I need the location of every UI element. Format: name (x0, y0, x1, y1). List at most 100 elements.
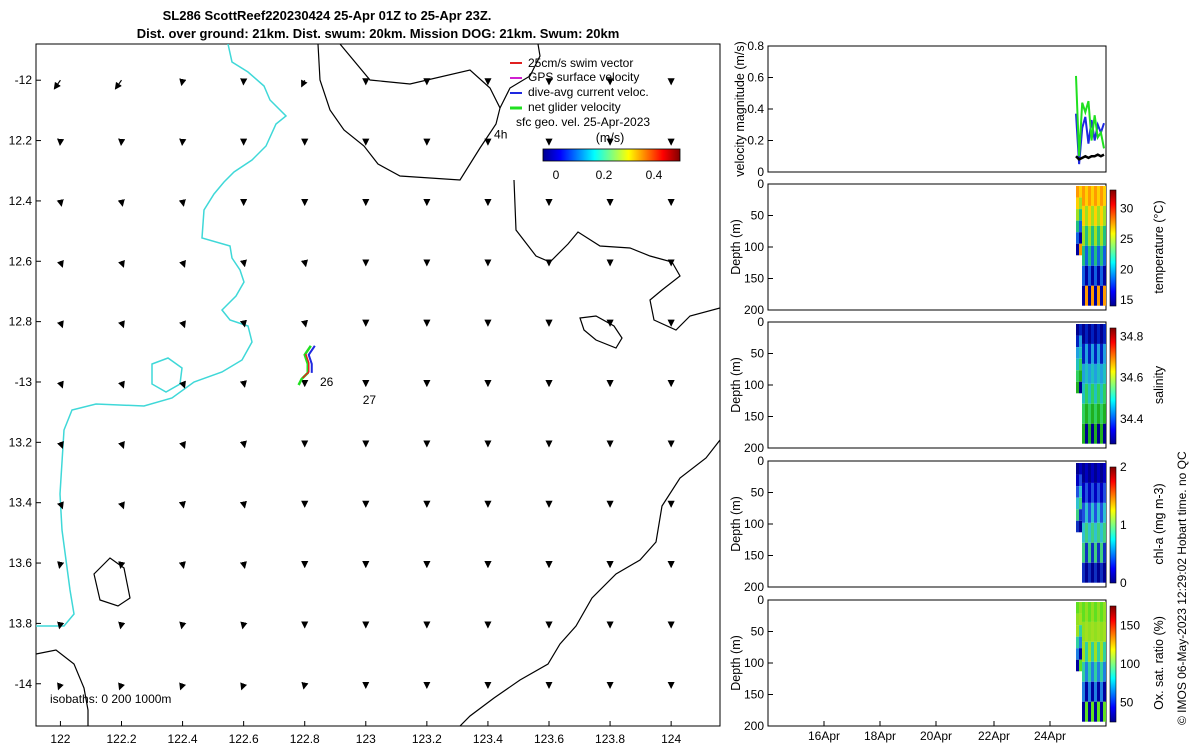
profile-cell (1079, 659, 1082, 672)
profile-cell (1088, 482, 1091, 503)
profile-cell (1103, 285, 1106, 306)
depth-tick-label: 150 (744, 549, 764, 563)
colorbar-tick-0: 0 (553, 168, 560, 182)
profile-cell (1103, 403, 1106, 424)
velocity-ytick-label: 0.6 (747, 71, 764, 85)
profile-cell (1088, 661, 1091, 682)
current-vector (239, 561, 247, 569)
profile-cell (1085, 265, 1088, 286)
profile-cell (1091, 363, 1094, 384)
map-frame (35, 43, 721, 727)
profile-cell (1079, 474, 1082, 487)
profile-cell (1082, 225, 1085, 246)
profile-cell (1085, 285, 1088, 306)
profile-cell (1097, 621, 1100, 642)
profile-cell (1088, 205, 1091, 226)
profile-cell (1100, 245, 1103, 266)
velocity-ytick-label: 0.8 (747, 39, 764, 53)
map-ytick-label: -12 (15, 73, 33, 87)
profile-cell (1094, 701, 1097, 722)
profile-colorbar (1109, 605, 1117, 723)
current-vector (179, 682, 187, 691)
profile-cell (1076, 602, 1079, 614)
profile-cell (1085, 324, 1088, 344)
current-vector (56, 320, 64, 329)
time-tick-label: 18Apr (864, 729, 896, 743)
colorbar-tick: 30 (1120, 201, 1134, 215)
profile-cell (1085, 423, 1088, 444)
profile-cell (1076, 358, 1079, 371)
profile-cell (1088, 641, 1091, 662)
profile-cell (1091, 383, 1094, 404)
profile-cell (1100, 701, 1103, 722)
profile-cell (1085, 363, 1088, 384)
current-vector (57, 621, 65, 630)
isobath-note: isobaths: 0 200 1000m (50, 692, 171, 706)
profile-cell (1100, 502, 1103, 523)
profile-cell (1082, 522, 1085, 543)
current-vector (57, 682, 64, 691)
profile-cell (1097, 383, 1100, 404)
profile-cell (1088, 542, 1091, 563)
profile-cell (1103, 641, 1106, 662)
profile-cell (1076, 220, 1079, 233)
profile-cell (1088, 363, 1091, 384)
profile-cell (1100, 186, 1103, 206)
current-vector (178, 199, 186, 207)
isobath-east (499, 44, 720, 331)
depth-tick-label: 100 (744, 378, 764, 392)
profile-cell (1097, 482, 1100, 503)
profile-cell (1100, 463, 1103, 483)
profile-cell (1103, 522, 1106, 543)
profile-cell (1076, 347, 1079, 359)
profile-cell (1091, 265, 1094, 286)
profile-cell (1079, 370, 1082, 382)
depth-ylabel: Depth (m) (729, 357, 743, 413)
profile-cell (1091, 502, 1094, 523)
profile-cell (1100, 285, 1103, 306)
map-ytick-label: 12.8 (9, 315, 33, 329)
profile-cell (1091, 225, 1094, 246)
profile-cell (1097, 681, 1100, 702)
profile-cell (1091, 621, 1094, 642)
profile-cell (1091, 661, 1094, 682)
day-label: 4h (494, 128, 507, 142)
profile-cell (1094, 403, 1097, 424)
map-xtick-label: 123.2 (412, 732, 442, 746)
current-vector (179, 440, 186, 449)
current-vector (239, 259, 247, 268)
current-vector (114, 79, 122, 90)
profile-cell (1082, 403, 1085, 424)
profile-cell (1076, 486, 1079, 498)
profile-cell (1094, 661, 1097, 682)
profile-cell (1097, 701, 1100, 722)
profile-cell (1094, 502, 1097, 523)
profile-cell (1094, 186, 1097, 206)
profile-cell (1085, 562, 1088, 583)
current-vector (239, 440, 247, 449)
depth-tick-label: 150 (744, 272, 764, 286)
profile-cell (1085, 186, 1088, 206)
profile-cell (1100, 423, 1103, 444)
profile-cell (1091, 423, 1094, 444)
current-vector (178, 561, 186, 569)
profile-cell (1094, 641, 1097, 662)
map-xtick-label: 123.8 (595, 732, 625, 746)
profile-cell (1094, 562, 1097, 583)
profile-frame (767, 183, 1107, 311)
profile-cell (1088, 562, 1091, 583)
profile-cell (1103, 383, 1106, 404)
profile-cell (1085, 522, 1088, 543)
profile-cell (1088, 245, 1091, 266)
profile-cell (1091, 482, 1094, 503)
time-tick-label: 24Apr (1034, 729, 1066, 743)
profile-cell (1076, 370, 1079, 382)
map-xtick-label: 122.2 (106, 732, 136, 746)
profile-cell (1076, 497, 1079, 510)
colorbar-tick: 34.6 (1120, 371, 1144, 385)
profile-cell (1100, 681, 1103, 702)
profile-cell (1088, 285, 1091, 306)
map-ytick-label: 13.2 (9, 435, 33, 449)
profile-cell (1103, 343, 1106, 364)
velocity-ylabel: velocity magnitude (m/s) (733, 41, 747, 176)
